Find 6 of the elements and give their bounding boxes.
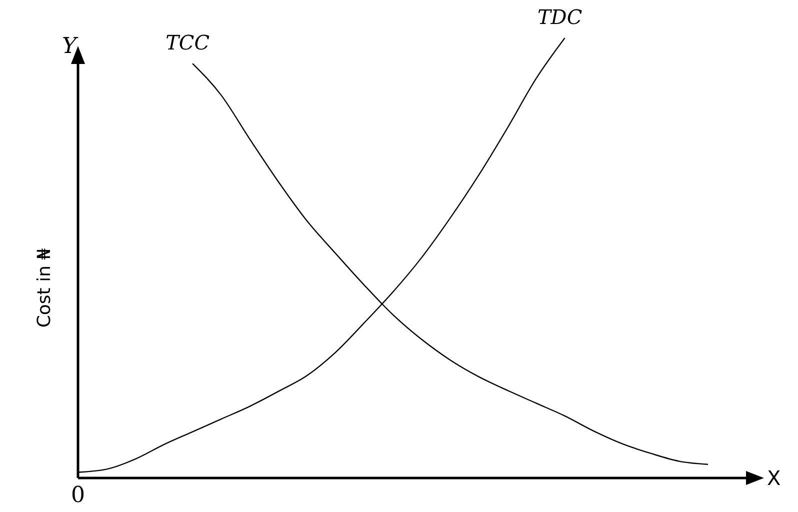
text: 0 [71, 483, 85, 508]
text: Y [62, 34, 79, 59]
series-label: TCC [166, 30, 210, 55]
y-axis-title: Cost in ₦ [34, 248, 55, 328]
x-axis-title: X [767, 466, 781, 490]
series-label: TDC [537, 5, 582, 29]
